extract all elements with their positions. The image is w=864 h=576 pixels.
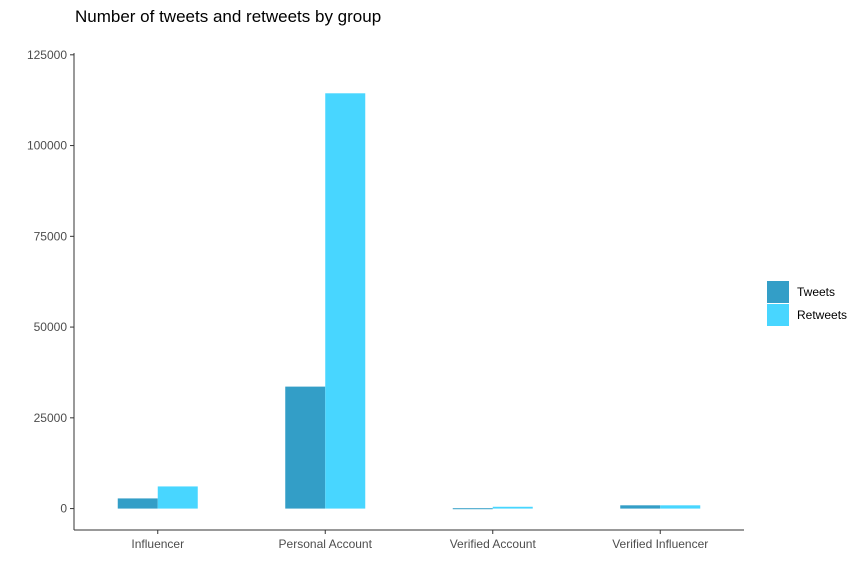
x-tick-label-verified-account: Verified Account: [450, 537, 537, 551]
bar-retweets-personal-account: [325, 93, 366, 509]
legend-key-tweets: [767, 281, 789, 303]
bar-retweets-verified-influencer: [660, 505, 701, 509]
legend-key-retweets: [767, 304, 789, 326]
legend-label-tweets: Tweets: [797, 285, 835, 299]
x-tick-label-influencer: Influencer: [131, 537, 184, 551]
y-tick-label: 125000: [27, 48, 67, 62]
y-tick-label: 100000: [27, 139, 67, 153]
y-axis-ticks: 0 25000 50000 75000 100000 125000: [27, 48, 74, 516]
x-tick-label-verified-influencer: Verified Influencer: [612, 537, 708, 551]
bar-tweets-verified-influencer: [620, 505, 661, 509]
y-tick-label: 75000: [34, 229, 68, 243]
bar-retweets-influencer: [157, 486, 198, 509]
bar-tweets-verified-account: [452, 508, 493, 510]
x-axis-ticks: Influencer Personal Account Verified Accou…: [131, 530, 708, 551]
bar-tweets-influencer: [117, 498, 158, 509]
bar-retweets-verified-account: [492, 506, 533, 509]
legend: Tweets Retweets: [767, 281, 847, 326]
y-tick-label: 0: [60, 502, 67, 516]
bar-tweets-personal-account: [285, 386, 326, 509]
x-tick-label-personal-account: Personal Account: [279, 537, 373, 551]
y-tick-label: 50000: [34, 320, 68, 334]
chart-title: Number of tweets and retweets by group: [75, 7, 381, 26]
legend-label-retweets: Retweets: [797, 308, 847, 322]
bars-group: [117, 93, 701, 510]
y-tick-label: 25000: [34, 411, 68, 425]
